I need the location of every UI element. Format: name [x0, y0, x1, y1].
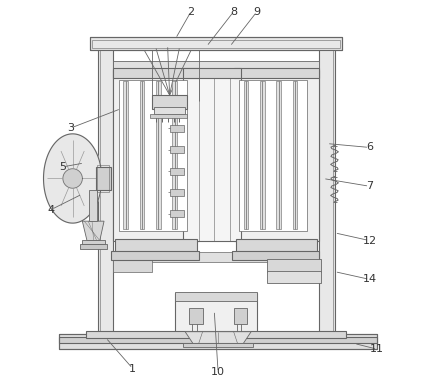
Bar [113, 70, 199, 241]
Bar [239, 80, 307, 231]
Polygon shape [82, 221, 104, 241]
Bar [175, 293, 257, 332]
Bar [170, 168, 184, 175]
Polygon shape [185, 332, 251, 343]
Bar [96, 167, 111, 190]
Polygon shape [44, 134, 102, 223]
Bar [150, 114, 187, 118]
Bar [319, 50, 334, 334]
Bar [59, 334, 377, 349]
Bar [234, 68, 319, 78]
Bar [234, 308, 247, 324]
Bar [183, 343, 253, 347]
Bar [236, 239, 317, 252]
Bar [266, 271, 321, 283]
Bar [113, 259, 152, 272]
Bar [89, 190, 97, 221]
Bar [119, 80, 187, 231]
Bar [266, 259, 321, 272]
Text: 11: 11 [370, 344, 384, 354]
Bar [232, 251, 319, 260]
Bar [152, 95, 187, 109]
Text: 6: 6 [366, 142, 373, 152]
Bar [98, 50, 113, 334]
Text: 9: 9 [254, 7, 261, 17]
Bar [115, 239, 197, 252]
Text: 7: 7 [366, 181, 373, 191]
Bar [170, 210, 184, 217]
Bar [92, 40, 341, 48]
Bar [113, 68, 199, 78]
Bar [170, 104, 184, 111]
Bar [123, 81, 128, 229]
Bar [170, 125, 184, 132]
Bar [260, 81, 265, 229]
Text: 10: 10 [211, 367, 225, 378]
Bar [156, 81, 161, 229]
Text: 14: 14 [362, 274, 377, 284]
Text: 5: 5 [59, 162, 67, 172]
Bar [59, 337, 377, 343]
Bar [175, 292, 257, 301]
Bar [172, 81, 177, 229]
Text: 4: 4 [48, 204, 55, 215]
Text: 12: 12 [362, 236, 377, 246]
Bar [113, 252, 319, 262]
Bar [111, 251, 199, 260]
Bar [154, 107, 185, 114]
Bar [59, 334, 377, 349]
Bar [80, 244, 107, 249]
Text: 3: 3 [67, 123, 74, 133]
Bar [90, 37, 342, 50]
Bar [293, 81, 297, 229]
Bar [82, 240, 105, 244]
Bar [189, 308, 202, 324]
Bar [90, 37, 342, 50]
Text: 1: 1 [129, 364, 136, 374]
Bar [170, 189, 184, 196]
Bar [234, 70, 319, 241]
Bar [276, 81, 281, 229]
Bar [244, 81, 248, 229]
Bar [170, 146, 184, 153]
Bar [183, 70, 242, 241]
Bar [140, 81, 144, 229]
Bar [113, 61, 319, 68]
Text: 2: 2 [187, 7, 194, 17]
Polygon shape [63, 169, 82, 188]
Bar [97, 165, 109, 192]
Text: 8: 8 [230, 7, 237, 17]
Bar [183, 68, 242, 78]
Bar [86, 331, 346, 338]
